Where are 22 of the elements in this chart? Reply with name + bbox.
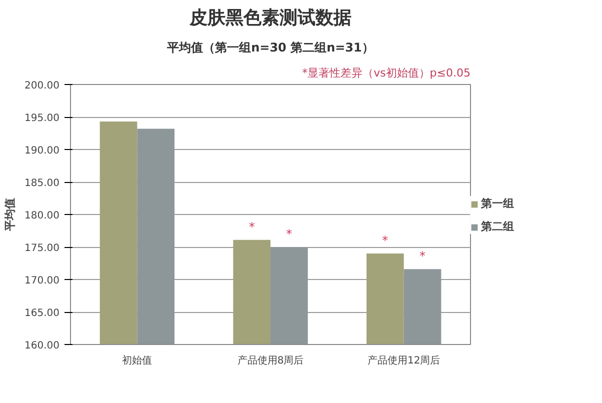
data-label: *: [420, 249, 426, 264]
y-tick-label: 190.00: [24, 146, 60, 156]
data-label: *: [382, 234, 388, 248]
x-tick-label: 产品使用12周后: [367, 354, 440, 366]
y-tick-label: 165.00: [24, 308, 60, 319]
y-tick-label: 195.00: [24, 113, 60, 124]
chart-title: 皮肤黑色素测试数据: [188, 8, 352, 28]
y-tick-label: 185.00: [24, 178, 60, 189]
data-label: *: [248, 220, 255, 234]
y-tick-label: 170.00: [24, 276, 60, 286]
x-tick-label: 初始值: [122, 354, 152, 366]
y-tick-label: 160.00: [24, 340, 60, 352]
data-label: *: [286, 227, 292, 241]
chart-subtitle: 平均值（第一组n=30 第二组n=31）: [166, 40, 374, 54]
y-tick-label: 200.00: [24, 80, 60, 92]
y-tick-label: 180.00: [24, 210, 60, 222]
y-tick-label: 175.00: [24, 243, 60, 254]
x-tick-label: 产品使用8周后: [237, 354, 304, 366]
text: *显著性差异（vs初始值）p≤0.05: [302, 66, 471, 80]
legend-label: 第二组: [481, 219, 514, 234]
y-axis-title: 平均值: [4, 198, 17, 232]
legend-label: 第一组: [481, 196, 514, 211]
